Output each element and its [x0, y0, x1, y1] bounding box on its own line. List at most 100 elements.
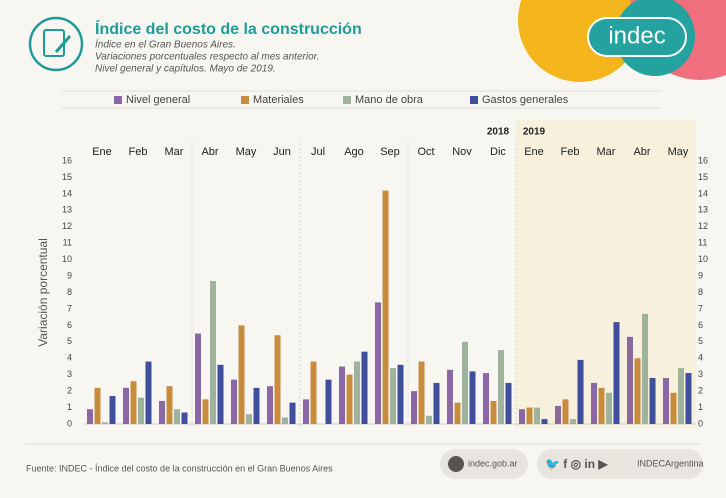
x-tick-label: Abr: [633, 146, 650, 158]
y-tick-label-right: 13: [698, 205, 708, 215]
y-tick-label: 10: [62, 254, 72, 264]
bar: [145, 361, 152, 424]
y-tick-label: 8: [67, 287, 72, 297]
bar: [123, 387, 129, 424]
x-tick-label: Ene: [92, 146, 112, 158]
icon-note: [43, 29, 65, 57]
y-tick-label-right: 5: [698, 336, 703, 346]
bar: [462, 341, 468, 424]
bar: [159, 400, 165, 424]
x-tick-label: Ene: [524, 146, 544, 158]
y-tick-label-right: 2: [698, 386, 703, 396]
y-tick-label-right: 12: [698, 221, 708, 231]
bar: [166, 386, 173, 424]
bar: [555, 405, 561, 424]
bar: [231, 379, 237, 424]
bar: [433, 382, 440, 424]
y-tick-label-right: 11: [698, 238, 707, 248]
bar: [346, 374, 353, 424]
logo-pill: [587, 17, 687, 57]
legend-swatch: [114, 96, 122, 104]
bar: [310, 361, 317, 424]
bar: [418, 361, 425, 424]
bar: [253, 387, 260, 424]
bar: [685, 373, 692, 424]
bar: [325, 379, 332, 424]
bar: [361, 351, 368, 424]
legend-label: Gastos generales: [482, 94, 569, 106]
social-pill[interactable]: [537, 449, 703, 479]
y-tick-label: 13: [62, 205, 72, 215]
year-label: 2019: [523, 127, 546, 138]
bar: [627, 336, 633, 424]
y-tick-label-right: 15: [698, 172, 708, 182]
bar: [390, 368, 396, 424]
bar: [375, 302, 381, 424]
bar: [354, 361, 360, 424]
x-tick-label: Nov: [452, 146, 472, 158]
bar: [130, 381, 137, 424]
social[interactable]: INDECArgentina: [637, 458, 704, 468]
legend-label: Materiales: [253, 94, 304, 106]
y-tick-label-right: 4: [698, 353, 703, 363]
subtitle: Índice en el Gran Buenos Aires.: [95, 38, 236, 51]
bar: [454, 402, 461, 424]
x-tick-label: Ago: [344, 146, 364, 158]
y-tick-label-right: 0: [698, 418, 703, 428]
bar: [570, 419, 576, 424]
bar: [577, 359, 584, 424]
bar: [289, 402, 296, 424]
bar: [382, 190, 389, 424]
y-tick-label: 2: [67, 386, 72, 396]
bar: [102, 422, 108, 424]
logo: indec: [608, 22, 665, 49]
bar: [562, 399, 569, 424]
y-tick-label: 16: [62, 155, 72, 165]
y-tick-label-right: 10: [698, 254, 708, 264]
bar: [498, 350, 504, 424]
x-tick-label: Jul: [311, 146, 325, 158]
y-tick-label-right: 9: [698, 270, 703, 280]
legend-swatch: [241, 96, 249, 104]
bar: [217, 364, 224, 424]
bar: [94, 387, 101, 424]
bar: [87, 409, 93, 424]
x-tick-label: Jun: [273, 146, 291, 158]
y-tick-label-right: 3: [698, 369, 703, 379]
x-tick-label: Mar: [165, 146, 184, 158]
legend-swatch: [343, 96, 351, 104]
bar: [303, 399, 309, 424]
bar: [519, 409, 525, 424]
y-tick-label: 6: [67, 320, 72, 330]
web-pill[interactable]: [440, 449, 528, 479]
website[interactable]: indec.gob.ar: [468, 458, 518, 468]
bar: [202, 399, 209, 424]
bar: [534, 407, 540, 424]
bar: [411, 391, 417, 424]
bar: [339, 366, 345, 424]
subtitle: Nivel general y capítulos. Mayo de 2019.: [95, 64, 276, 75]
bar: [670, 392, 677, 424]
y-tick-label-right: 16: [698, 155, 708, 165]
bar: [426, 415, 432, 424]
y-tick-label: 12: [62, 221, 72, 231]
bar: [469, 371, 476, 424]
bar: [109, 396, 116, 424]
source: Fuente: INDEC - Índice del costo de la c…: [26, 463, 333, 473]
title: Índice del costo de la construcción: [95, 19, 362, 38]
x-tick-label: Dic: [490, 146, 506, 158]
year-shade: [516, 120, 696, 428]
bar: [505, 382, 512, 424]
y-tick-label: 7: [67, 303, 72, 313]
bar: [634, 358, 641, 424]
x-tick-label: Abr: [201, 146, 218, 158]
social-icons: 🐦 f ◎ in ▶: [545, 457, 608, 471]
x-tick-label: May: [236, 146, 257, 158]
web-icon: [448, 456, 464, 472]
x-tick-label: May: [668, 146, 689, 158]
x-tick-label: Feb: [129, 146, 148, 158]
bar: [267, 386, 273, 424]
y-tick-label-right: 1: [698, 402, 703, 412]
bar: [541, 419, 548, 424]
